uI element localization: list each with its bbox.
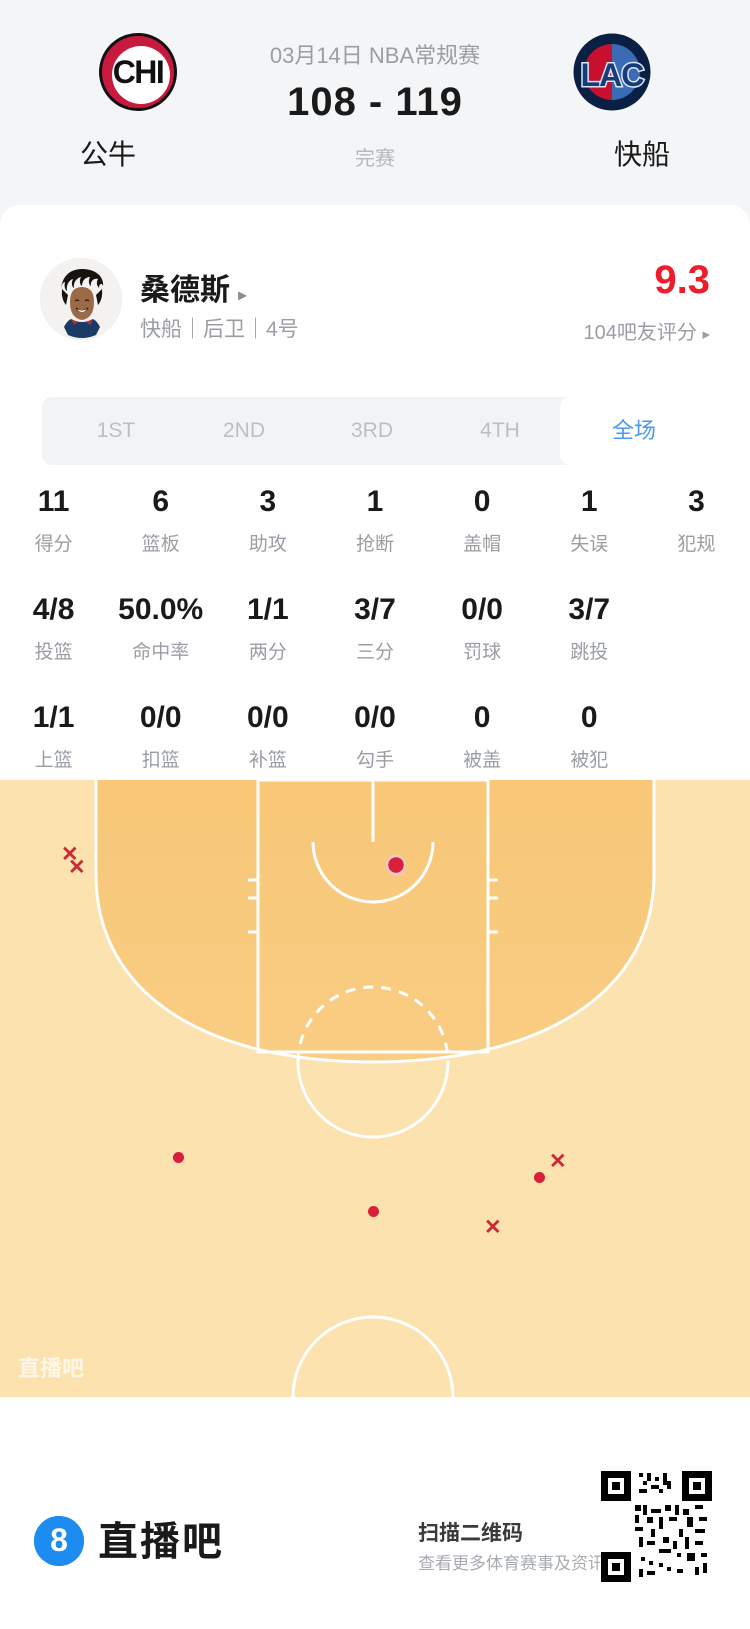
svg-text:8: 8	[50, 1522, 68, 1558]
